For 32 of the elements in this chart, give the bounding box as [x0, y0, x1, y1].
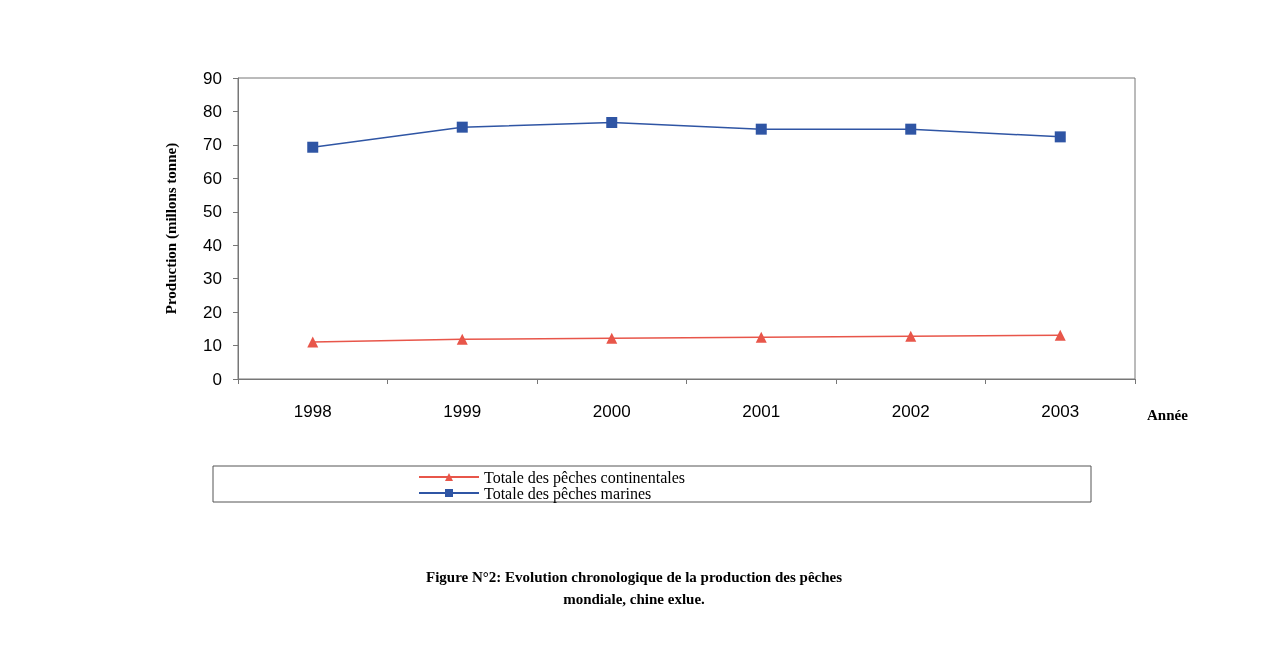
y-tick-label: 90	[203, 68, 222, 88]
y-tick-label: 20	[203, 302, 222, 322]
point	[456, 333, 468, 345]
x-tick-label: 2001	[742, 402, 781, 421]
point	[456, 121, 468, 133]
point	[606, 116, 618, 128]
x-tick-label: 2003	[1041, 402, 1080, 421]
x-tick-label: 1998	[293, 402, 332, 421]
text: Figure N°2: Evolution chronologique de la production des pêches mondiale, chine exlue.	[425, 569, 843, 607]
y-axis-title: Production (millons tonne)	[162, 142, 180, 315]
point	[606, 332, 618, 344]
y-tick-label: 0	[212, 369, 222, 389]
y-tick-label: 60	[203, 168, 222, 188]
legend-label: Totale des pêches continentales	[484, 468, 686, 487]
point	[1054, 131, 1066, 143]
x-axis-title: Année	[1147, 406, 1189, 423]
point	[1054, 329, 1066, 341]
point	[307, 336, 319, 348]
x-tick-label: 2002	[891, 402, 930, 421]
y-tick-label: 70	[203, 135, 222, 155]
y-tick-label: 10	[203, 336, 222, 356]
y-tick-label: 80	[203, 101, 222, 121]
point	[755, 123, 767, 135]
y-tick-label: 30	[203, 269, 222, 289]
y-tick-label: 40	[203, 235, 222, 255]
point	[755, 331, 767, 343]
point	[307, 141, 319, 153]
point	[905, 123, 917, 135]
point	[905, 330, 917, 342]
x-tick-label: 1999	[443, 402, 482, 421]
x-tick-label: 2000	[592, 402, 631, 421]
y-tick-label: 50	[203, 202, 222, 222]
